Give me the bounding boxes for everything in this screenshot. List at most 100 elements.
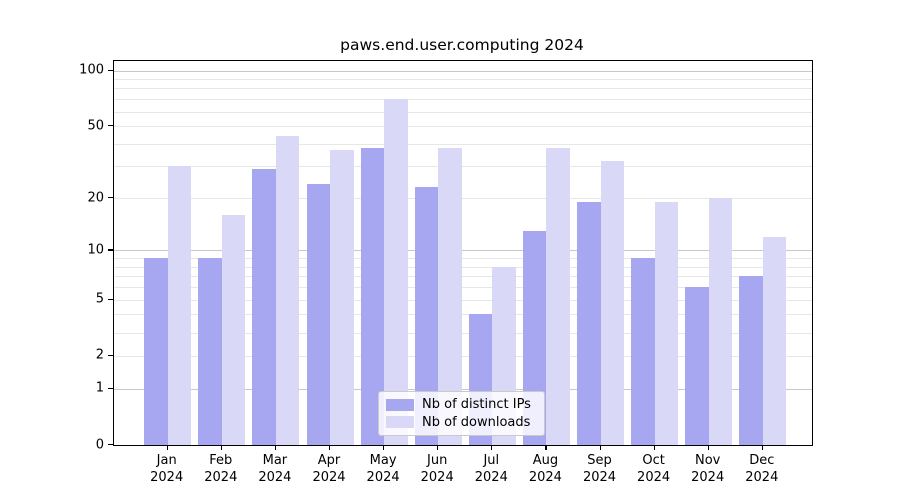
x-tick-year: 2024 bbox=[637, 470, 671, 485]
x-tick-month: Mar bbox=[262, 453, 288, 468]
minor-gridline bbox=[114, 111, 812, 113]
bar-downloads-dec bbox=[762, 236, 787, 445]
x-tick-label: Aug 2024 bbox=[517, 452, 573, 486]
y-tick-label: 10 bbox=[87, 242, 104, 258]
legend-entry-downloads: Nb of downloads bbox=[386, 414, 538, 431]
x-tick-label: Apr 2024 bbox=[301, 452, 357, 486]
bar-downloads-nov bbox=[708, 198, 733, 445]
legend-label-distinct-ips: Nb of distinct IPs bbox=[422, 397, 531, 413]
x-tick-month: Feb bbox=[209, 453, 233, 468]
x-tick-label: Mar 2024 bbox=[247, 452, 303, 486]
bar-distinct-ips-mar bbox=[252, 169, 276, 445]
x-tick-month: Apr bbox=[317, 453, 341, 468]
x-tick-year: 2024 bbox=[745, 470, 779, 485]
y-tick-label: 5 bbox=[95, 291, 104, 307]
x-tick-year: 2024 bbox=[204, 470, 238, 485]
x-tick-month: Jan bbox=[156, 453, 177, 468]
x-tick-year: 2024 bbox=[258, 470, 292, 485]
legend-swatch-downloads bbox=[386, 416, 414, 429]
major-gridline bbox=[114, 250, 812, 252]
minor-gridline bbox=[114, 314, 812, 316]
x-tick-label: Jul 2024 bbox=[463, 452, 519, 486]
x-tick-label: May 2024 bbox=[355, 452, 411, 486]
bar-downloads-may bbox=[384, 99, 408, 445]
minor-gridline bbox=[114, 99, 812, 101]
bar-distinct-ips-dec bbox=[739, 276, 763, 445]
minor-gridline bbox=[114, 276, 812, 278]
x-tick-month: Nov bbox=[695, 453, 721, 468]
x-tick-year: 2024 bbox=[312, 470, 346, 485]
bar-downloads-apr bbox=[330, 149, 354, 445]
minor-gridline bbox=[114, 166, 812, 168]
x-tick-mark bbox=[761, 445, 763, 450]
major-gridline bbox=[114, 70, 812, 72]
y-tick-mark bbox=[108, 69, 113, 71]
bar-distinct-ips-jan bbox=[144, 258, 168, 445]
x-tick-year: 2024 bbox=[420, 470, 454, 485]
x-tick-mark bbox=[707, 445, 709, 450]
bar-distinct-ips-feb bbox=[198, 258, 222, 445]
x-tick-label: Feb 2024 bbox=[193, 452, 249, 486]
minor-gridline bbox=[114, 258, 812, 260]
x-tick-label: Sep 2024 bbox=[572, 452, 628, 486]
x-tick-month: Sep bbox=[587, 453, 612, 468]
bar-distinct-ips-jun bbox=[414, 187, 439, 445]
x-tick-mark bbox=[599, 445, 601, 450]
bar-downloads-mar bbox=[275, 136, 300, 445]
x-tick-label: Oct 2024 bbox=[626, 452, 682, 486]
y-tick-mark bbox=[108, 387, 113, 389]
bar-downloads-feb bbox=[221, 215, 246, 445]
bar-downloads-sep bbox=[600, 161, 624, 445]
bar-downloads-jun bbox=[438, 147, 462, 445]
y-tick-label: 1 bbox=[95, 380, 104, 396]
minor-gridline bbox=[114, 79, 812, 81]
y-tick-mark bbox=[108, 125, 113, 127]
bar-downloads-jan bbox=[167, 166, 192, 445]
x-tick-mark bbox=[220, 445, 222, 450]
minor-gridline bbox=[114, 88, 812, 90]
x-tick-year: 2024 bbox=[366, 470, 400, 485]
x-tick-year: 2024 bbox=[691, 470, 725, 485]
y-tick-mark bbox=[108, 197, 113, 199]
x-tick-mark bbox=[329, 445, 331, 450]
bar-distinct-ips-nov bbox=[685, 287, 709, 445]
x-tick-month: Oct bbox=[642, 453, 665, 468]
x-tick-label: Dec 2024 bbox=[734, 452, 790, 486]
x-tick-year: 2024 bbox=[150, 470, 184, 485]
bar-distinct-ips-apr bbox=[306, 183, 330, 445]
y-tick-label: 0 bbox=[95, 437, 104, 452]
minor-gridline bbox=[114, 266, 812, 268]
x-tick-month: Jul bbox=[483, 453, 500, 468]
x-tick-label: Jun 2024 bbox=[409, 452, 465, 486]
minor-gridline bbox=[114, 126, 812, 128]
bar-distinct-ips-oct bbox=[631, 258, 655, 445]
x-tick-label: Nov 2024 bbox=[680, 452, 736, 486]
bar-distinct-ips-may bbox=[360, 147, 385, 445]
plot-area bbox=[113, 60, 813, 446]
y-tick-mark bbox=[108, 298, 113, 300]
legend-label-downloads: Nb of downloads bbox=[422, 414, 531, 430]
bar-downloads-oct bbox=[654, 201, 679, 445]
y-tick-label: 100 bbox=[79, 62, 104, 78]
y-tick-label: 2 bbox=[95, 347, 104, 363]
bar-distinct-ips-sep bbox=[577, 201, 601, 445]
x-tick-mark bbox=[166, 445, 168, 450]
x-tick-month: Aug bbox=[532, 453, 559, 468]
x-tick-year: 2024 bbox=[582, 470, 617, 485]
y-tick-mark bbox=[108, 249, 113, 251]
minor-gridline bbox=[114, 143, 812, 145]
x-tick-mark bbox=[274, 445, 277, 450]
bar-downloads-aug bbox=[546, 147, 570, 445]
minor-gridline bbox=[114, 287, 812, 289]
minor-gridline bbox=[114, 355, 812, 357]
x-tick-mark bbox=[491, 445, 493, 450]
y-tick-label: 20 bbox=[87, 190, 104, 205]
x-tick-mark bbox=[383, 445, 385, 450]
chart-title: paws.end.user.computing 2024 bbox=[340, 36, 584, 54]
y-tick-label: 50 bbox=[87, 118, 104, 134]
x-tick-month: May bbox=[369, 453, 397, 468]
minor-gridline bbox=[114, 332, 812, 334]
x-tick-mark bbox=[545, 445, 547, 450]
x-tick-year: 2024 bbox=[528, 470, 562, 485]
